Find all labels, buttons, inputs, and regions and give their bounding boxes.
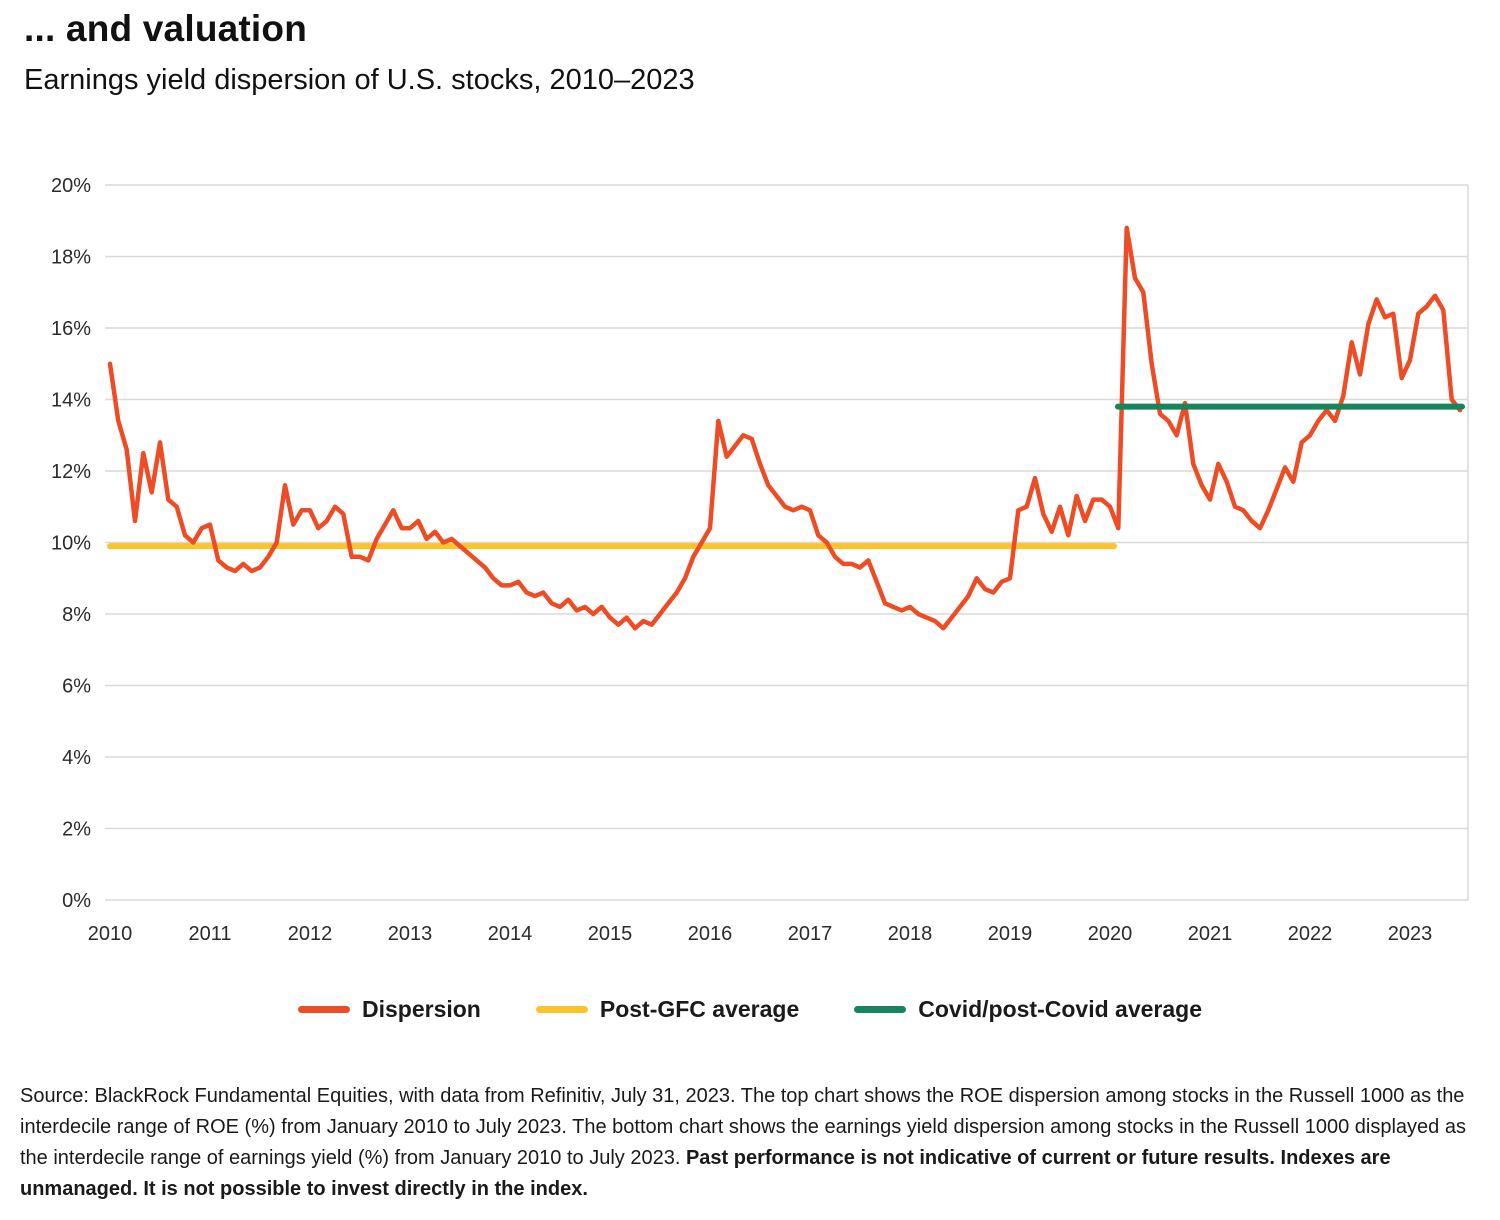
svg-text:2015: 2015 [588, 923, 633, 945]
svg-text:16%: 16% [51, 318, 91, 340]
svg-text:2010: 2010 [88, 923, 133, 945]
svg-text:2012: 2012 [288, 923, 333, 945]
svg-text:14%: 14% [51, 390, 91, 412]
svg-text:2013: 2013 [388, 923, 433, 945]
source-text: Source: BlackRock Fundamental Equities, … [20, 1081, 1478, 1205]
svg-text:2016: 2016 [688, 923, 733, 945]
svg-text:2017: 2017 [788, 923, 833, 945]
svg-text:10%: 10% [51, 533, 91, 555]
svg-text:2011: 2011 [188, 923, 231, 945]
dispersion-line-swatch [297, 1006, 350, 1013]
legend-label-post-gfc-average: Post-GFC average [599, 996, 800, 1022]
svg-text:18%: 18% [51, 247, 91, 269]
legend-label-covid-average: Covid/post-Covid average [918, 996, 1202, 1022]
chart-legend: Dispersion Post-GFC average Covid/post-C… [0, 996, 1500, 1023]
legend-item-dispersion: Dispersion [297, 996, 481, 1023]
svg-text:0%: 0% [62, 890, 91, 912]
svg-text:2019: 2019 [988, 923, 1033, 945]
svg-text:2023: 2023 [1388, 923, 1433, 945]
svg-text:2021: 2021 [1188, 923, 1233, 945]
source-text-disclaimer: Past performance is not indicative of cu… [20, 1147, 1391, 1200]
svg-text:2014: 2014 [488, 923, 533, 945]
source-text-normal: Source: BlackRock Fundamental Equities, … [20, 1085, 1466, 1169]
legend-label-dispersion: Dispersion [361, 996, 481, 1022]
svg-text:8%: 8% [62, 604, 91, 626]
covid-average-line-swatch [854, 1006, 907, 1013]
svg-text:12%: 12% [51, 461, 91, 483]
header: ... and valuation Earnings yield dispers… [0, 0, 1500, 97]
page-subtitle: Earnings yield dispersion of U.S. stocks… [24, 64, 695, 96]
post-gfc-line-swatch [535, 1006, 588, 1013]
svg-text:4%: 4% [62, 747, 91, 769]
dispersion-line-chart: 0% 2% 4% 6% 8% 10% 12% 14% 16% 18% 20% 2010 2011 2012… [51, 175, 1469, 945]
svg-text:2%: 2% [62, 819, 91, 841]
page-title: ... and valuation [24, 8, 307, 49]
svg-text:2018: 2018 [888, 923, 933, 945]
legend-item-post-gfc-average: Post-GFC average [535, 996, 800, 1023]
svg-text:6%: 6% [62, 676, 91, 698]
svg-text:2020: 2020 [1088, 923, 1133, 945]
svg-text:20%: 20% [51, 175, 91, 197]
svg-text:2022: 2022 [1288, 923, 1333, 945]
legend-item-covid-average: Covid/post-Covid average [854, 996, 1202, 1023]
chart-area: 0% 2% 4% 6% 8% 10% 12% 14% 16% 18% 20% 2010 2011 2012… [20, 155, 1500, 960]
